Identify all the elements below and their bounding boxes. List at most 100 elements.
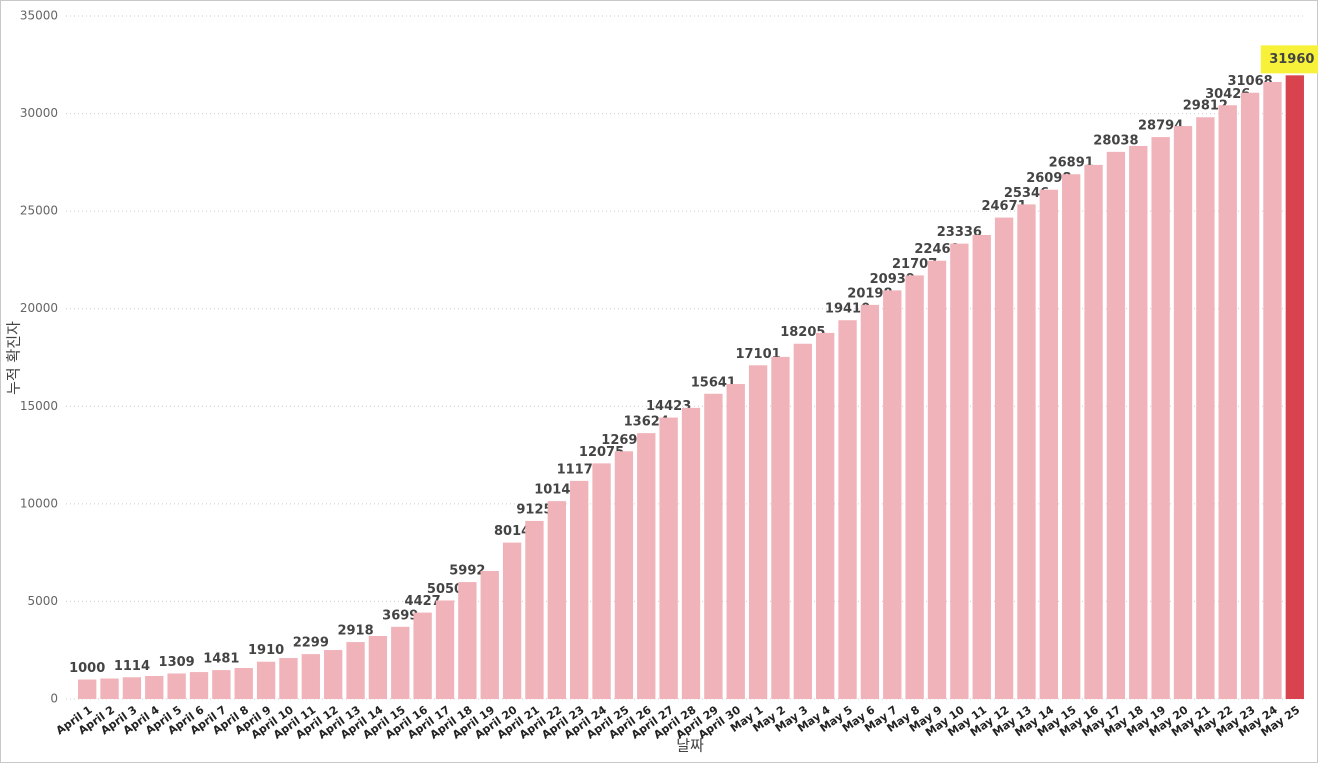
bar bbox=[659, 417, 678, 699]
data-label: 5050 bbox=[427, 582, 463, 597]
y-tick-label: 15000 bbox=[20, 399, 58, 413]
bar bbox=[391, 626, 410, 699]
bar bbox=[838, 320, 857, 699]
bar bbox=[145, 675, 164, 699]
data-label: 23336 bbox=[937, 225, 982, 240]
y-tick-label: 25000 bbox=[20, 204, 58, 218]
bar bbox=[883, 290, 902, 699]
bar bbox=[748, 365, 768, 699]
bar bbox=[413, 612, 432, 699]
data-label: 22460 bbox=[914, 242, 959, 257]
bar bbox=[614, 451, 634, 699]
bar bbox=[100, 678, 119, 699]
data-label: 17101 bbox=[735, 347, 780, 362]
bar bbox=[458, 582, 477, 699]
bar bbox=[1196, 117, 1215, 699]
bar bbox=[301, 654, 320, 699]
bar bbox=[1106, 151, 1126, 699]
y-tick-label: 10000 bbox=[20, 496, 58, 510]
bar bbox=[547, 501, 566, 699]
data-label: 11178 bbox=[557, 462, 602, 477]
bar bbox=[994, 217, 1014, 700]
data-label: 28038 bbox=[1093, 133, 1138, 148]
data-label: 2299 bbox=[293, 636, 329, 651]
bar bbox=[1240, 92, 1260, 700]
data-label: 12693 bbox=[601, 433, 646, 448]
y-tick-label: 5000 bbox=[27, 594, 58, 608]
bar bbox=[234, 667, 253, 699]
data-label: 31068 bbox=[1227, 74, 1272, 89]
data-label: 30426 bbox=[1205, 87, 1250, 102]
bar bbox=[1173, 126, 1193, 700]
bar bbox=[927, 260, 947, 699]
data-label: 1910 bbox=[248, 643, 284, 658]
data-label: 21707 bbox=[892, 257, 937, 272]
data-label: 1481 bbox=[203, 652, 239, 667]
data-label: 24671 bbox=[981, 199, 1026, 214]
data-label: 29812 bbox=[1183, 99, 1228, 114]
bar bbox=[860, 304, 880, 699]
bar bbox=[78, 679, 97, 699]
data-label: 2918 bbox=[337, 624, 373, 639]
bar bbox=[279, 658, 298, 699]
data-label: 15641 bbox=[691, 375, 736, 390]
bar bbox=[189, 672, 209, 699]
bar bbox=[950, 243, 969, 699]
data-label: 8014 bbox=[494, 524, 530, 539]
data-label: 31960 bbox=[1269, 52, 1314, 67]
bar bbox=[816, 332, 835, 699]
bar bbox=[212, 670, 231, 699]
bar bbox=[1129, 145, 1148, 699]
bar bbox=[525, 520, 544, 699]
y-tick-label: 20000 bbox=[20, 301, 58, 315]
data-label: 5992 bbox=[449, 564, 485, 579]
bar bbox=[122, 677, 142, 699]
data-label: 1000 bbox=[69, 661, 105, 676]
bar bbox=[592, 463, 611, 699]
bar bbox=[256, 661, 276, 699]
data-label: 26098 bbox=[1026, 171, 1071, 186]
bar bbox=[905, 275, 924, 699]
data-label: 13624 bbox=[624, 415, 669, 430]
bar bbox=[167, 673, 186, 699]
bar bbox=[1218, 105, 1237, 699]
data-label: 19410 bbox=[825, 302, 870, 317]
data-label: 14423 bbox=[646, 399, 691, 414]
bar bbox=[502, 542, 522, 699]
bar bbox=[972, 234, 991, 699]
bar bbox=[704, 393, 723, 699]
bar bbox=[324, 650, 343, 699]
data-label: 20939 bbox=[870, 272, 915, 287]
bar bbox=[1062, 174, 1081, 700]
bar bbox=[480, 570, 499, 699]
bar bbox=[1151, 137, 1170, 699]
bar bbox=[435, 600, 455, 699]
bar bbox=[1084, 164, 1103, 700]
data-label: 3699 bbox=[382, 608, 418, 623]
data-label: 9125 bbox=[516, 502, 552, 517]
x-axis-label: 날짜 bbox=[676, 737, 704, 755]
y-tick-label: 0 bbox=[50, 692, 58, 706]
bar bbox=[1039, 189, 1058, 699]
bar bbox=[1285, 75, 1304, 699]
bar bbox=[681, 407, 701, 699]
data-label: 12075 bbox=[579, 445, 624, 460]
y-axis-label: 누적 확진자 bbox=[5, 321, 23, 395]
bar bbox=[1017, 204, 1036, 699]
bar bbox=[368, 635, 388, 699]
bar bbox=[637, 433, 656, 699]
data-label: 28794 bbox=[1138, 119, 1183, 134]
data-label: 18205 bbox=[780, 325, 825, 340]
y-tick-label: 35000 bbox=[20, 9, 58, 23]
data-label: 4427 bbox=[405, 594, 441, 609]
data-label: 20198 bbox=[847, 286, 892, 301]
bar bbox=[1263, 81, 1282, 700]
bar bbox=[793, 343, 812, 699]
data-label: 1309 bbox=[159, 655, 195, 670]
bar bbox=[726, 384, 745, 699]
bar bbox=[771, 356, 790, 699]
data-label: 26891 bbox=[1049, 156, 1094, 171]
bar bbox=[346, 642, 365, 699]
bar bbox=[570, 480, 589, 699]
